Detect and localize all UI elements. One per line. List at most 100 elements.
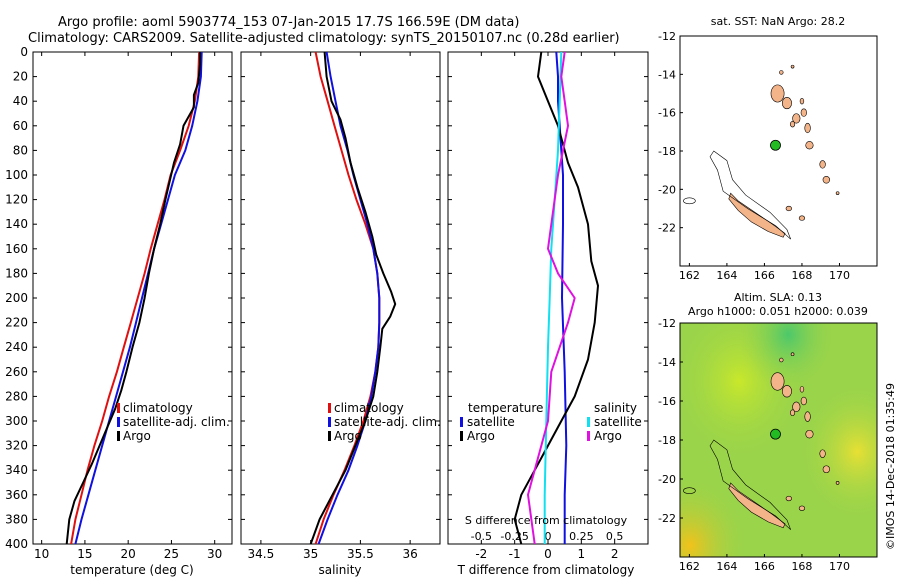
depth-tick-label: 180 (5, 266, 28, 280)
depth-tick-label: 140 (5, 217, 28, 231)
depth-tick-label: 320 (5, 439, 28, 453)
header-line-2: Climatology: CARS2009. Satellite-adjuste… (28, 31, 620, 46)
island (819, 449, 826, 458)
island (790, 352, 795, 357)
island (770, 84, 785, 103)
reef-outline (709, 439, 791, 530)
depth-tick-label: 40 (13, 94, 28, 108)
depth-tick-label: 200 (5, 291, 28, 305)
legend-swatch-argo (328, 431, 331, 441)
x-tick-label: -2 (475, 547, 487, 561)
sst-map-title: sat. SST: NaN Argo: 28.2 (711, 15, 845, 28)
map-y-tick-label: -12 (658, 317, 676, 330)
x-tick-label: -1 (509, 547, 521, 561)
difference-xlabel-top: S difference from climatology (465, 514, 628, 527)
map-y-tick-label: -14 (658, 68, 676, 81)
map-x-tick-label: 162 (679, 560, 700, 573)
depth-tick-label: 360 (5, 488, 28, 502)
argo-location-marker (770, 428, 781, 440)
x-tick-label: 15 (77, 547, 92, 561)
depth-tick-label: 340 (5, 463, 28, 477)
difference-plot: -2 -1 0 1 2 -0.5 -0.25 0 0.25 0.5 (448, 51, 648, 561)
header-line-1: Argo profile: aoml 5903774_153 07-Jan-20… (58, 15, 519, 30)
legend-label-climatology: climatology (334, 401, 404, 415)
island (781, 385, 792, 398)
island (790, 120, 796, 128)
secondary-x-tick-label: 0.25 (569, 530, 594, 543)
temperature-legend: climatology satellite-adj. clim. Argo (117, 401, 230, 443)
series-group (309, 52, 397, 544)
x-tick-label: 20 (121, 547, 136, 561)
difference-legend-salinity: salinity satellite Argo (587, 401, 642, 443)
map-x-tick-label: 164 (716, 269, 737, 282)
island (781, 97, 792, 110)
map-x-tick-label: 164 (716, 560, 737, 573)
map-y-tick-label: -16 (658, 395, 676, 408)
island (805, 429, 814, 439)
map-x-tick-label: 168 (791, 269, 812, 282)
x-tick-label: 34.5 (248, 547, 275, 561)
temperature-plot: 10 15 20 25 30 (33, 51, 232, 561)
island (800, 108, 807, 117)
difference-legend-temperature: temperature satellite Argo (460, 401, 543, 443)
series-satellite-adj-clim- (74, 52, 203, 544)
island (785, 205, 792, 212)
map-y-tick-label: -20 (658, 473, 676, 486)
map-y-tick-label: -12 (658, 30, 676, 43)
map-y-tick-label: -18 (658, 434, 676, 447)
x-tick-label: 36 (403, 547, 418, 561)
legend-swatch-satellite (328, 417, 331, 427)
series-s-satellite (543, 52, 563, 544)
island (835, 481, 840, 485)
legend-label-argo: Argo (123, 429, 151, 443)
secondary-x-tick-label: 0 (545, 530, 552, 543)
reef-outline (709, 150, 791, 240)
x-tick-label: 25 (164, 547, 179, 561)
sst-map-frame (679, 35, 878, 267)
island (819, 160, 826, 169)
series-satellite-adj-clim- (317, 52, 381, 544)
map-x-tick-label: 168 (791, 560, 812, 573)
x-tick-label: 10 (34, 547, 49, 561)
depth-tick-label: 240 (5, 340, 28, 354)
difference-plot-frame (447, 51, 649, 545)
x-tick-label: 1 (578, 547, 586, 561)
map-x-tick-label: 162 (679, 269, 700, 282)
island (798, 215, 806, 221)
depth-tick-label: 300 (5, 414, 28, 428)
salinity-plot: 34.5 35 35.5 36 (241, 51, 440, 561)
depth-tick-label: 160 (5, 242, 28, 256)
secondary-x-tick-label: -0.25 (500, 530, 528, 543)
island (790, 409, 796, 416)
island (804, 122, 811, 134)
legend-label-climatology: climatology (123, 401, 193, 415)
x-tick-label: 35 (303, 547, 318, 561)
series-t-argo (513, 52, 599, 544)
legend-label-t-argo: Argo (467, 429, 495, 443)
map-y-tick-label: -16 (658, 107, 676, 120)
island (800, 396, 807, 406)
sla-map-subtitle: Argo h1000: 0.051 h2000: 0.039 (688, 305, 868, 318)
new-caledonia (728, 482, 786, 529)
island (785, 495, 792, 502)
depth-tick-label: 220 (5, 316, 28, 330)
island (779, 357, 784, 363)
series-argo (309, 52, 397, 544)
sla-map: 162 164 166 168 170 -12 -14 -16 -18 -20 -22 (658, 317, 850, 573)
argo-location-marker (770, 139, 781, 151)
legend-swatch-t-argo (460, 431, 463, 441)
map-y-tick-label: -18 (658, 145, 676, 158)
legend-label-satellite: satellite-adj. clim. (334, 415, 441, 429)
reef-small (683, 487, 696, 495)
island (835, 191, 840, 195)
series-climatology (70, 52, 201, 544)
map-y-tick-label: -20 (658, 183, 676, 196)
temperature-xlabel: temperature (deg C) (70, 563, 193, 577)
map-land (683, 64, 840, 240)
imos-watermark: ©IMOS 14-Dec-2018 01:35:49 (884, 383, 897, 550)
series-argo (65, 52, 201, 544)
legend-title-temperature: temperature (468, 401, 543, 415)
legend-swatch-satellite (117, 417, 120, 427)
legend-label-s-argo: Argo (594, 429, 622, 443)
salinity-xlabel: salinity (318, 563, 361, 577)
